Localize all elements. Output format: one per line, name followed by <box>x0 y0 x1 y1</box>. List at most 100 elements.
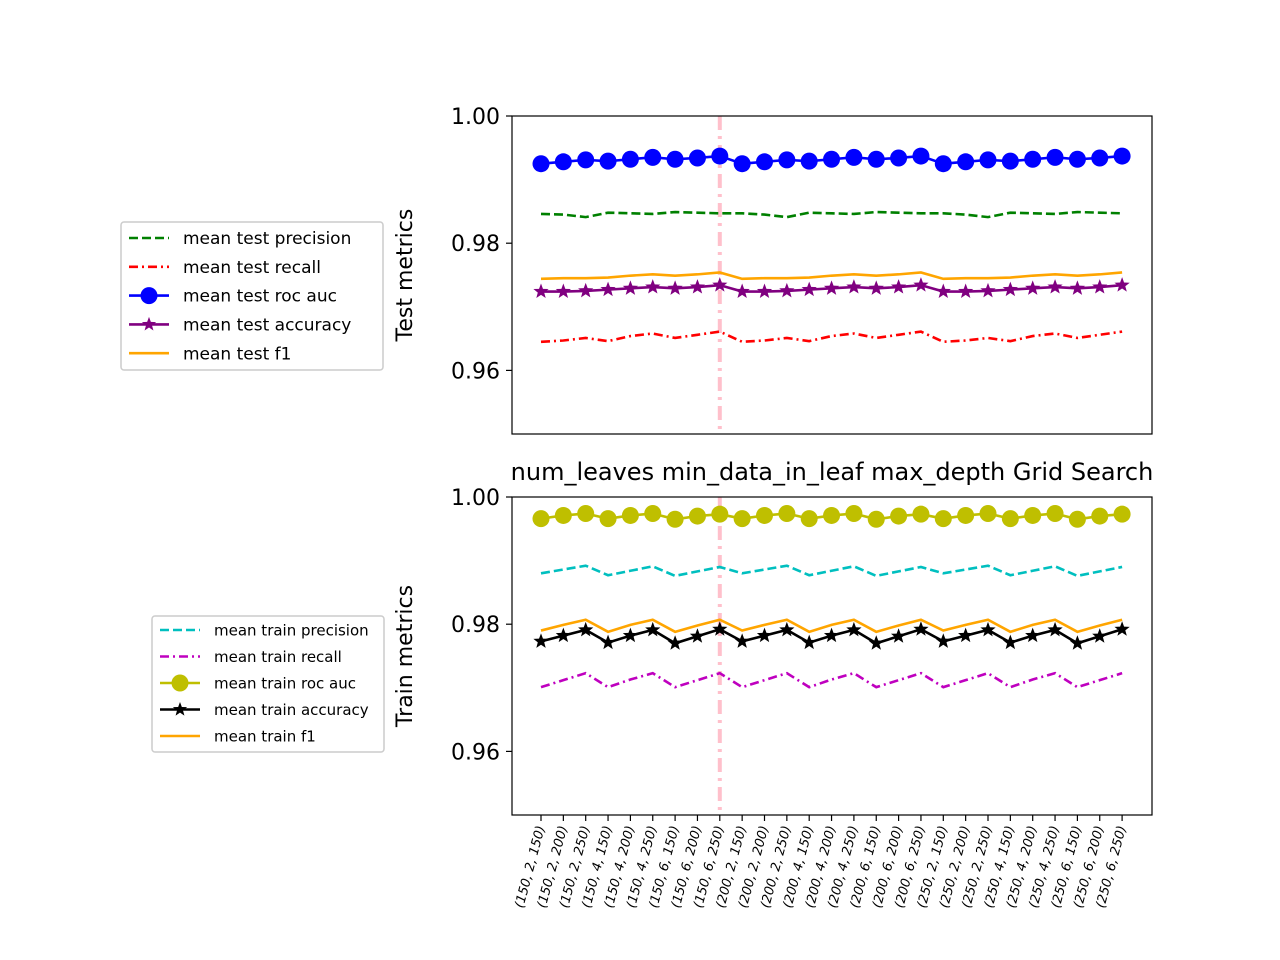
mean-test-f1-series <box>540 271 1123 281</box>
mean-test-accuracy-point <box>958 283 974 299</box>
mean-test-accuracy-point <box>1047 279 1063 294</box>
mean-test-accuracy-point <box>779 282 795 298</box>
mean-train-accuracy-point <box>779 621 795 637</box>
mean-test-roc-auc-point <box>599 152 617 170</box>
test-y-axis-label: Test metrics <box>393 209 418 343</box>
mean-train-roc-auc-point <box>867 510 885 528</box>
mean-test-accuracy-point <box>890 279 907 294</box>
train-legend-item: mean train roc auc <box>160 674 356 692</box>
mean-train-roc-auc-point <box>711 505 729 523</box>
mean-train-accuracy-point <box>823 627 840 643</box>
mean-train-roc-auc-point <box>1091 507 1109 525</box>
mean-train-roc-auc-point <box>756 506 773 524</box>
mean-train-accuracy-point <box>890 628 907 643</box>
mean-test-roc-auc-series <box>532 147 1131 173</box>
mean-test-accuracy-point <box>1002 281 1018 297</box>
train-legend-item: mean train recall <box>160 648 342 666</box>
mean-train-roc-auc-point <box>621 506 639 524</box>
mean-test-roc-auc-point <box>756 153 773 171</box>
mean-train-accuracy-point <box>935 633 951 648</box>
mean-test-roc-auc-point <box>778 151 796 169</box>
mean-test-accuracy-point <box>533 283 549 299</box>
train-legend-marker <box>171 674 189 692</box>
mean-train-accuracy-point <box>868 635 884 650</box>
mean-test-accuracy-point <box>1114 277 1130 292</box>
test-legend: mean test precision mean test recall mean … <box>120 221 384 371</box>
mean-test-accuracy-point <box>1069 280 1086 295</box>
mean-train-accuracy-point <box>913 621 929 636</box>
mean-test-roc-auc-point <box>1091 149 1109 167</box>
mean-test-recall-series <box>540 330 1123 344</box>
mean-train-roc-auc-point <box>778 505 796 523</box>
mean-test-roc-auc-point <box>688 149 706 167</box>
mean-train-roc-auc-point <box>823 506 841 524</box>
mean-train-roc-auc-point <box>577 505 595 523</box>
mean-test-roc-auc-point <box>733 155 751 173</box>
chart-title: num_leaves min_data_in_leaf max_depth Gr… <box>511 458 1154 486</box>
train-y-tick-label: 0.98 <box>451 613 500 638</box>
mean-train-f1-series <box>540 618 1123 634</box>
test-legend-label: mean test recall <box>183 258 321 278</box>
train-y-tick-label: 0.96 <box>451 740 500 765</box>
train-legend-label: mean train recall <box>214 648 342 666</box>
mean-train-accuracy-point <box>533 633 549 648</box>
test-legend-label: mean test precision <box>183 229 351 249</box>
train-y-axis-label: Train metrics <box>393 585 418 728</box>
mean-train-precision-line <box>540 564 1123 578</box>
mean-train-accuracy-point <box>1092 628 1108 643</box>
mean-test-roc-auc-point <box>554 153 572 171</box>
mean-test-precision-series <box>540 210 1123 219</box>
mean-train-accuracy-point <box>734 633 750 648</box>
mean-train-accuracy-point <box>667 635 683 650</box>
test-legend-item: mean test accuracy <box>129 316 351 336</box>
mean-test-accuracy-point <box>578 282 594 298</box>
test-legend-label: mean test roc auc <box>183 287 337 307</box>
train-legend-box <box>151 615 385 753</box>
mean-test-accuracy-point <box>756 283 773 299</box>
train-legend-item: mean train f1 <box>160 727 316 745</box>
mean-train-accuracy-point <box>756 627 773 643</box>
mean-train-roc-auc-point <box>666 510 684 528</box>
test-y-tick-label: 1.00 <box>451 105 500 130</box>
test-legend-item: mean test roc auc <box>129 287 337 307</box>
test-legend-marker <box>141 316 157 331</box>
train-legend-label: mean train f1 <box>214 727 316 745</box>
test-metrics-chart: 0.96 0.98 1.00 Test metrics mean test prec… <box>120 105 1153 435</box>
mean-test-accuracy-point <box>734 283 750 299</box>
mean-test-roc-auc-point <box>890 149 908 167</box>
mean-train-accuracy-point <box>712 621 728 636</box>
mean-test-roc-auc-point <box>800 152 818 170</box>
mean-test-accuracy-point <box>913 277 929 292</box>
test-legend-marker <box>140 287 158 305</box>
mean-train-accuracy-point <box>801 634 817 650</box>
mean-test-accuracy-point <box>801 281 817 297</box>
mean-train-accuracy-point <box>578 621 594 637</box>
mean-test-roc-auc-point <box>532 155 550 173</box>
mean-train-roc-auc-point <box>688 507 706 525</box>
mean-test-roc-auc-point <box>666 150 684 168</box>
mean-test-roc-auc-point <box>934 155 952 173</box>
test-y-tick-label: 0.96 <box>451 359 500 384</box>
mean-test-roc-auc-point <box>577 151 595 169</box>
mean-test-roc-auc-point <box>1113 147 1131 165</box>
train-y-tick-label: 1.00 <box>451 486 500 511</box>
train-legend-label: mean train precision <box>214 621 369 639</box>
mean-train-accuracy-point <box>1047 621 1063 637</box>
test-plot-frame <box>511 115 1153 435</box>
mean-test-roc-auc-point <box>644 148 662 166</box>
mean-test-accuracy-series <box>533 277 1130 299</box>
mean-train-roc-auc-point <box>532 510 550 528</box>
mean-test-roc-auc-point <box>867 150 885 168</box>
mean-test-precision-line <box>540 210 1123 219</box>
test-legend-item: mean test recall <box>129 258 321 278</box>
mean-test-roc-auc-point <box>912 147 930 165</box>
train-legend-label: mean train accuracy <box>214 701 369 719</box>
mean-test-roc-auc-point <box>957 153 975 171</box>
mean-test-roc-auc-point <box>711 147 729 165</box>
train-legend-item: mean train precision <box>160 621 369 639</box>
mean-test-accuracy-point <box>823 280 840 295</box>
mean-test-roc-auc-point <box>1046 148 1064 166</box>
mean-test-roc-auc-point <box>1068 150 1086 168</box>
train-legend-label: mean train roc auc <box>214 674 356 692</box>
